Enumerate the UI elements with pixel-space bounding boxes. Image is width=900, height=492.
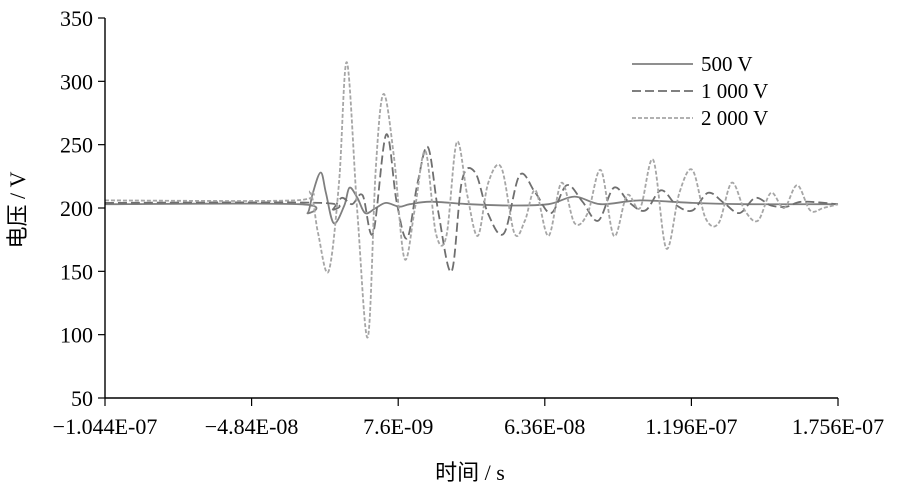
y-tick-label: 150 (60, 259, 93, 284)
y-tick-label: 350 (60, 6, 93, 31)
series-line-3 (104, 61, 839, 339)
ticks-layer: 50 100 150 200 250 300 350 −1.044E-07 −4.84E-08 7… (53, 6, 884, 439)
y-tick-label: 250 (60, 133, 93, 158)
x-tick-label: 1.756E-07 (792, 414, 884, 439)
legend-label: 1 000 V (701, 79, 768, 103)
x-axis-title: 时间 / s (435, 460, 505, 485)
y-tick-label: 200 (60, 196, 93, 221)
legend-label: 2 000 V (701, 106, 768, 130)
x-tick-label: −4.84E-08 (205, 414, 299, 439)
y-tick-label: 50 (71, 386, 93, 411)
y-axis-title: 电压 / V (5, 171, 30, 248)
legend-label: 500 V (701, 52, 753, 76)
y-tick-label: 300 (60, 69, 93, 94)
x-tick-label: 7.6E-09 (363, 414, 433, 439)
x-tick-label: 6.36E-08 (504, 414, 585, 439)
legend: 500 V 1 000 V 2 000 V (632, 52, 768, 130)
series-line-2 (104, 133, 839, 273)
series-line-1 (104, 171, 839, 225)
x-tick-label: 1.196E-07 (645, 414, 737, 439)
series-layer (104, 61, 839, 339)
x-tick-label: −1.044E-07 (53, 414, 158, 439)
y-tick-label: 100 (60, 323, 93, 348)
